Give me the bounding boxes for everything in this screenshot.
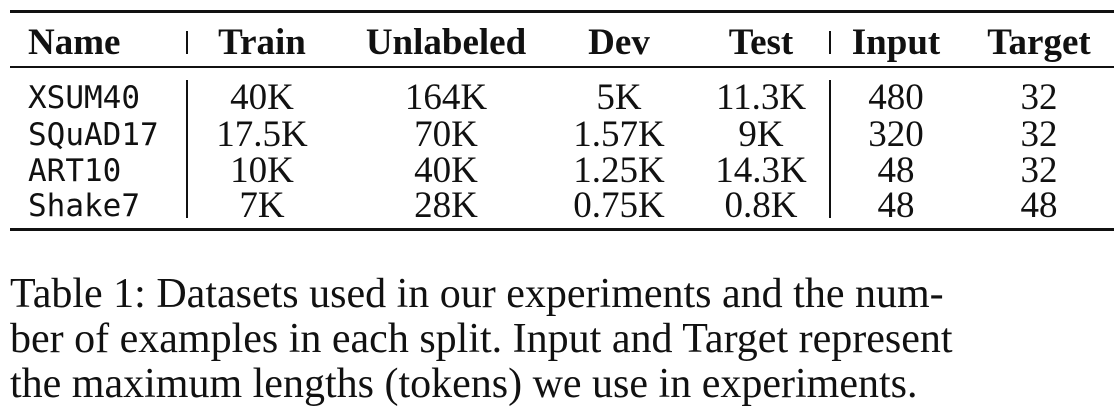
header-input: Input: [851, 22, 941, 63]
dataset-name: ART10: [28, 153, 122, 189]
table-header-rule: [10, 66, 1114, 68]
table-bottom-rule: [10, 228, 1114, 231]
test-count: 14.3K: [715, 150, 807, 191]
caption-line: ber of examples in each split. Input and…: [10, 316, 953, 362]
test-count: 0.8K: [724, 185, 798, 226]
unlabeled-count: 28K: [414, 185, 478, 226]
input-length: 480: [868, 77, 924, 118]
train-count: 10K: [230, 150, 294, 191]
target-length: 32: [1020, 77, 1058, 118]
unlabeled-count: 40K: [414, 150, 478, 191]
unlabeled-count: 70K: [414, 114, 478, 155]
target-length: 32: [1020, 150, 1058, 191]
table-top-rule: [10, 10, 1114, 13]
header-divider-2: [829, 31, 831, 54]
input-length: 48: [877, 150, 915, 191]
dev-count: 0.75K: [573, 185, 665, 226]
unlabeled-count: 164K: [404, 77, 488, 118]
test-count: 9K: [738, 114, 784, 155]
header-name: Name: [28, 22, 121, 63]
target-length: 32: [1020, 114, 1058, 155]
dataset-name: Shake7: [28, 188, 140, 224]
dev-count: 1.25K: [573, 150, 665, 191]
target-length: 48: [1020, 185, 1058, 226]
header-target: Target: [987, 22, 1091, 63]
input-length: 320: [868, 114, 924, 155]
header-unlabeled: Unlabeled: [365, 22, 527, 63]
dev-count: 5K: [596, 77, 642, 118]
caption-line: Table 1: Datasets used in our experiment…: [10, 271, 944, 317]
train-count: 7K: [239, 185, 285, 226]
header-divider-1: [186, 31, 188, 54]
dev-count: 1.57K: [573, 114, 665, 155]
test-count: 11.3K: [715, 77, 807, 118]
train-count: 17.5K: [216, 114, 308, 155]
header-dev: Dev: [588, 22, 650, 63]
table-caption: Table 1: Datasets used in our experiment…: [10, 272, 1114, 407]
input-length: 48: [877, 185, 915, 226]
header-test: Test: [728, 22, 794, 63]
dataset-name: SQuAD17: [28, 117, 159, 153]
dataset-name: XSUM40: [28, 80, 140, 116]
caption-line: the maximum lengths (tokens) we use in e…: [10, 361, 918, 407]
train-count: 40K: [230, 77, 294, 118]
body-divider-2: [829, 80, 831, 218]
body-divider-1: [186, 80, 188, 218]
header-train: Train: [218, 22, 306, 63]
